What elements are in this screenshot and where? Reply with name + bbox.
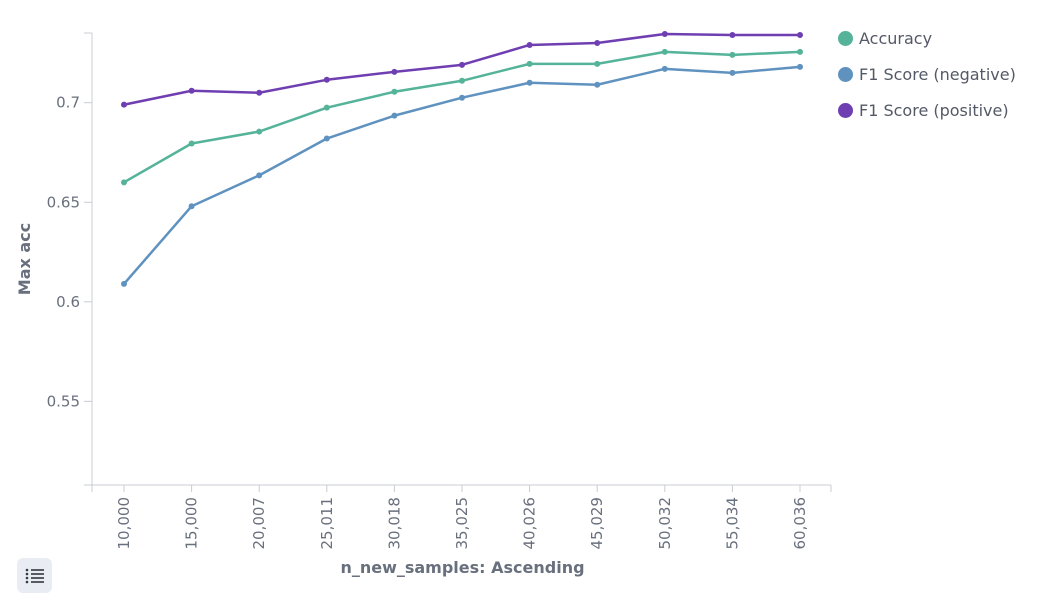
series-line-2 [122,32,802,106]
data-point [121,101,127,108]
data-point [459,61,465,68]
data-point [121,280,127,287]
legend-item-accuracy[interactable]: Accuracy [838,24,1016,53]
data-point [391,68,398,75]
data-point [661,48,668,55]
data-point [729,69,736,76]
data-point [391,112,398,119]
x-tick-label: 25,011 [318,497,336,550]
data-point [729,31,736,38]
data-point [459,77,465,84]
x-tick-label: 10,000 [115,497,133,550]
data-point [121,179,127,186]
x-tick-label: 45,029 [588,497,606,550]
data-point [188,87,195,94]
data-point [594,81,601,88]
legend-item-f1-negative[interactable]: F1 Score (negative) [838,60,1016,89]
data-point [526,41,533,48]
x-tick-label: 35,025 [453,497,471,550]
x-tick-label: 55,034 [723,497,741,550]
legend-label-accuracy: Accuracy [859,29,933,48]
y-tick-label: 0.65 [47,193,80,211]
data-point [661,30,668,37]
legend-swatch-f1-negative [838,67,853,82]
x-tick-label: 40,026 [521,497,539,550]
legend-label-f1-negative: F1 Score (negative) [859,65,1016,84]
list-icon [25,568,44,583]
data-point [256,89,263,96]
data-point [256,128,263,135]
data-point [729,51,736,58]
data-point [594,60,601,67]
legend-toggle-button[interactable] [17,558,52,593]
data-point [323,135,330,142]
x-tick-label: 15,000 [183,497,201,550]
x-tick-label: 50,032 [656,497,674,550]
legend-item-f1-positive[interactable]: F1 Score (positive) [838,96,1016,125]
y-tick-label: 0.6 [56,293,80,311]
data-point [797,48,803,55]
y-axis-title: Max acc [15,223,34,295]
data-point [188,140,195,147]
x-tick-label: 20,007 [250,497,268,550]
legend-swatch-accuracy [838,31,853,46]
data-point [594,39,601,46]
data-point [661,65,668,72]
data-point [797,63,803,70]
legend-label-f1-positive: F1 Score (positive) [859,101,1009,120]
data-point [188,203,195,210]
x-tick-label: 60,036 [791,497,809,550]
data-point [526,60,533,67]
x-axis-title: n_new_samples: Ascending [340,558,584,577]
y-tick-label: 0.55 [47,392,80,410]
data-point [323,76,330,83]
data-point [256,172,263,179]
data-point [323,104,330,111]
data-point [459,94,465,101]
data-point [391,88,398,95]
legend-swatch-f1-positive [838,103,853,118]
x-tick-label: 30,018 [385,497,403,550]
data-point [797,31,803,38]
data-point [526,79,533,86]
legend: Accuracy F1 Score (negative) F1 Score (p… [838,24,1016,125]
y-tick-label: 0.7 [56,94,80,112]
